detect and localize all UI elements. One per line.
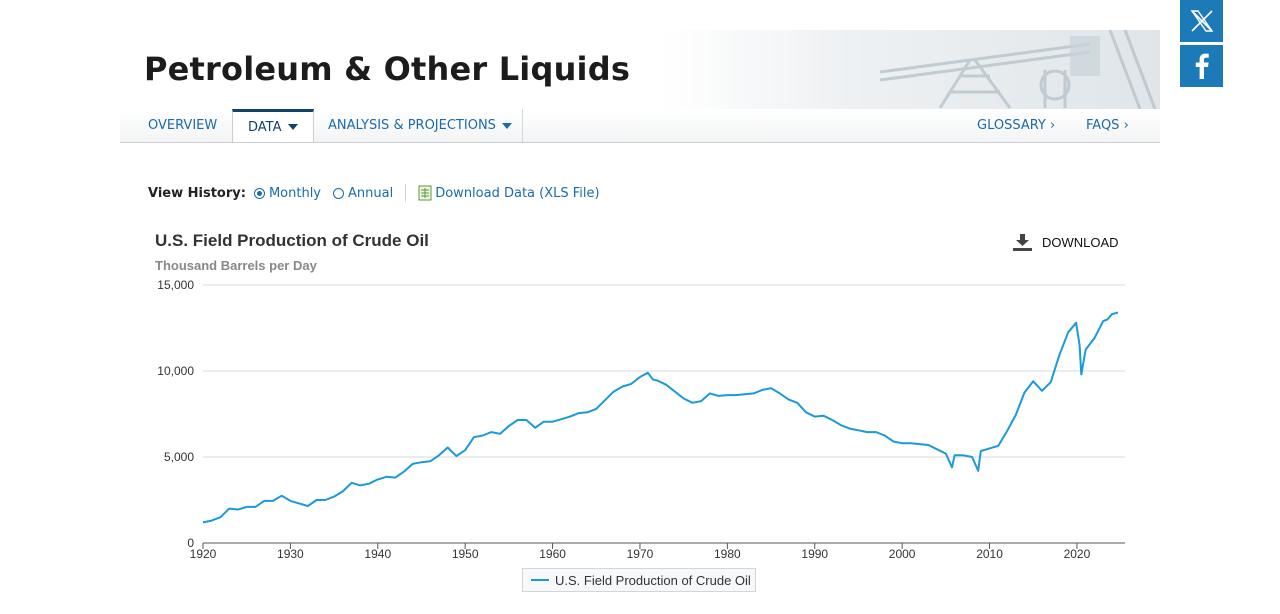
download-xls-link[interactable]: Download Data (XLS File)	[418, 185, 600, 201]
y-tick-label: 5,000	[164, 450, 194, 464]
caret-down-icon	[501, 122, 512, 129]
x-share-button[interactable]	[1180, 0, 1223, 42]
nav-faqs[interactable]: FAQS ›	[1086, 118, 1129, 133]
nav-analysis-label: ANALYSIS & PROJECTIONS	[328, 118, 496, 133]
series-line	[202, 311, 1119, 524]
view-history-bar: View History: Monthly Annual Download Da…	[148, 184, 600, 202]
nav-data-label: DATA	[248, 119, 282, 135]
chart-subtitle: Thousand Barrels per Day	[155, 258, 317, 273]
legend-swatch	[531, 579, 549, 581]
x-logo-icon	[1190, 10, 1213, 32]
radio-monthly-label: Monthly	[268, 185, 322, 201]
chart-title: U.S. Field Production of Crude Oil	[155, 231, 429, 250]
x-tick-label: 1980	[714, 547, 741, 561]
x-tick-label: 1960	[539, 547, 566, 561]
x-tick-label: 1940	[364, 547, 391, 561]
x-tick-label: 1970	[627, 547, 654, 561]
radio-selected-icon	[253, 187, 265, 199]
x-tick-label: 2010	[976, 547, 1003, 561]
download-icon	[1013, 234, 1032, 251]
x-tick-label: 1990	[801, 547, 828, 561]
nav-glossary[interactable]: GLOSSARY ›	[977, 118, 1056, 133]
radio-monthly[interactable]: Monthly	[253, 185, 322, 201]
x-tick-label: 1950	[452, 547, 479, 561]
download-xls-label: Download Data (XLS File)	[435, 185, 600, 201]
view-history-label: View History:	[148, 185, 246, 201]
x-tick-label: 1920	[190, 547, 217, 561]
page-title: Petroleum & Other Liquids	[144, 50, 631, 88]
spreadsheet-file-icon	[418, 185, 432, 201]
nav-analysis-projections[interactable]: ANALYSIS & PROJECTIONS	[328, 109, 512, 142]
facebook-share-button[interactable]	[1180, 45, 1223, 87]
radio-annual[interactable]: Annual	[333, 186, 393, 201]
y-tick-label: 10,000	[157, 364, 194, 378]
chart-download-label: DOWNLOAD	[1042, 235, 1119, 250]
divider	[405, 184, 407, 202]
nav-divider	[522, 109, 523, 142]
chart-legend[interactable]: U.S. Field Production of Crude Oil	[522, 568, 756, 592]
x-tick-label: 2020	[1064, 547, 1091, 561]
x-tick-label: 2000	[889, 547, 916, 561]
radio-annual-label: Annual	[348, 185, 394, 201]
oil-pumpjack-illustration	[879, 30, 1157, 109]
chart-download-button[interactable]: DOWNLOAD	[1013, 234, 1119, 251]
caret-down-icon	[287, 124, 298, 130]
radio-unselected-icon	[333, 187, 345, 199]
main-nav: OVERVIEW DATA ANALYSIS & PROJECTIONS GLO…	[120, 109, 1160, 143]
nav-overview[interactable]: OVERVIEW	[148, 118, 218, 133]
nav-data[interactable]: DATA	[232, 109, 314, 142]
x-tick-label: 1930	[277, 547, 304, 561]
social-bar	[1180, 0, 1223, 90]
facebook-logo-icon	[1195, 53, 1209, 79]
page-header: Petroleum & Other Liquids	[120, 30, 1160, 109]
y-tick-label: 15,000	[157, 278, 194, 292]
legend-label: U.S. Field Production of Crude Oil	[555, 572, 751, 588]
y-tick-label: 0	[187, 536, 194, 550]
